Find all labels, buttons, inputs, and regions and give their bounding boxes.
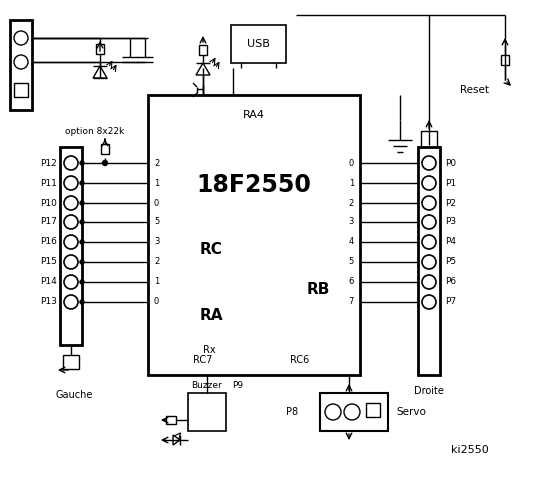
Bar [421,131,437,147]
Text: 7: 7 [348,298,354,307]
Text: P10: P10 [40,199,57,207]
Text: RB: RB [306,283,330,298]
Text: 1: 1 [154,277,159,287]
Bar [10,20,32,110]
Text: 3: 3 [154,238,159,247]
Text: 0: 0 [349,158,354,168]
Bar [199,45,207,55]
Text: option 8x22k: option 8x22k [65,128,124,136]
Text: P17: P17 [40,217,57,227]
Text: USB: USB [247,39,269,49]
Text: Droite: Droite [414,386,444,396]
Circle shape [102,160,107,166]
Bar [188,393,226,431]
Text: P15: P15 [40,257,57,266]
Text: 18F2550: 18F2550 [196,173,311,197]
Bar [231,25,286,63]
Circle shape [80,300,84,304]
Text: RA4: RA4 [243,110,265,120]
Bar [418,147,440,375]
Text: P9: P9 [232,381,243,389]
Bar [63,355,79,369]
Text: P6: P6 [445,277,456,287]
Text: RC7: RC7 [193,355,212,365]
Circle shape [80,280,84,284]
Text: RC6: RC6 [290,355,309,365]
Text: Rx: Rx [203,345,216,355]
Text: P13: P13 [40,298,57,307]
Text: P12: P12 [40,158,57,168]
Bar [14,83,28,97]
Text: Reset: Reset [460,85,489,95]
Text: P0: P0 [445,158,456,168]
Circle shape [80,161,84,165]
Text: 2: 2 [154,158,159,168]
Text: P1: P1 [445,179,456,188]
Text: Buzzer: Buzzer [192,381,222,389]
Text: P11: P11 [40,179,57,188]
Text: P16: P16 [40,238,57,247]
Text: Gauche: Gauche [56,390,93,400]
Circle shape [80,181,84,185]
Bar [96,44,104,54]
Text: 2: 2 [349,199,354,207]
Text: RA: RA [200,308,223,323]
Bar [101,144,109,154]
Text: RC: RC [200,242,223,257]
Text: P3: P3 [445,217,456,227]
Bar [60,147,82,345]
Text: P8: P8 [286,407,298,417]
Text: 1: 1 [154,179,159,188]
Text: 6: 6 [348,277,354,287]
Text: P5: P5 [445,257,456,266]
Circle shape [80,220,84,224]
Text: P14: P14 [40,277,57,287]
Bar [320,393,388,431]
Text: 2: 2 [154,257,159,266]
Bar [501,55,509,65]
Text: 5: 5 [154,217,159,227]
Text: P4: P4 [445,238,456,247]
Text: 4: 4 [349,238,354,247]
Text: P2: P2 [445,199,456,207]
Text: 5: 5 [349,257,354,266]
Text: 3: 3 [348,217,354,227]
Bar [148,95,360,375]
Bar [166,416,176,424]
Text: 0: 0 [154,199,159,207]
Bar [366,403,380,417]
Circle shape [80,260,84,264]
Text: 0: 0 [154,298,159,307]
Text: P7: P7 [445,298,456,307]
Text: Servo: Servo [396,407,426,417]
Text: 1: 1 [349,179,354,188]
Text: ki2550: ki2550 [451,445,489,455]
Circle shape [80,240,84,244]
Circle shape [80,201,84,205]
